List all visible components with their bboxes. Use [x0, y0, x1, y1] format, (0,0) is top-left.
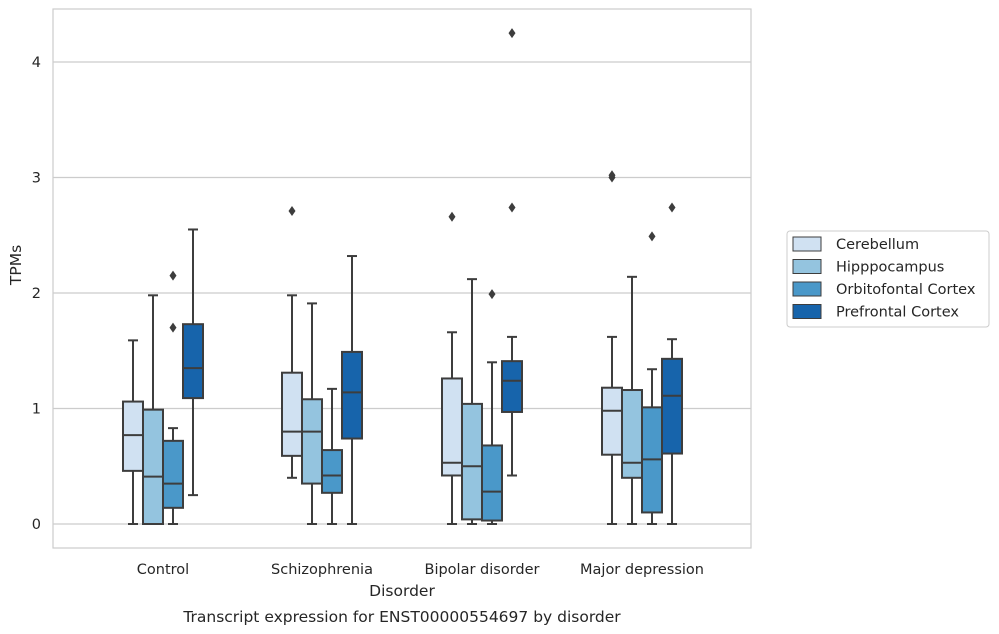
legend-swatch — [792, 236, 822, 252]
y-tick-label: 1 — [32, 402, 41, 418]
legend-label: Cerebellum — [836, 237, 919, 253]
box-0-3 — [182, 228, 204, 497]
legend-label: Orbitofontal Cortex — [836, 282, 976, 298]
y-axis-title: TPMs — [7, 245, 25, 286]
box-iqr — [661, 357, 683, 455]
y-tick-label: 3 — [32, 171, 41, 187]
legend-item: Orbitofontal Cortex — [792, 281, 976, 298]
box-iqr — [461, 402, 483, 521]
box-1-3 — [341, 255, 363, 525]
x-tick-label: Schizophrenia — [271, 562, 373, 578]
box-plot-marks — [122, 28, 683, 525]
box-iqr — [162, 439, 184, 509]
box-3-1 — [621, 275, 643, 525]
box-0-0 — [122, 339, 144, 525]
outlier-point — [448, 211, 456, 222]
outlier-point — [648, 231, 656, 242]
box-2-3 — [501, 28, 523, 477]
box-1-0 — [281, 205, 303, 479]
outlier-point — [508, 202, 516, 213]
box-iqr — [441, 377, 463, 477]
x-tick-label: Control — [137, 562, 189, 578]
x-axis-title: Disorder — [369, 582, 435, 600]
outlier-point — [169, 322, 177, 333]
box-iqr — [182, 323, 204, 400]
legend-item: Prefrontal Cortex — [792, 304, 959, 321]
box-iqr — [621, 389, 643, 479]
box-2-1 — [461, 278, 483, 525]
x-tick-label: Bipolar disorder — [425, 562, 540, 578]
box-iqr — [481, 444, 503, 522]
box-2-0 — [441, 211, 463, 525]
legend-item: Hipppocampus — [792, 259, 944, 276]
outlier-point — [288, 205, 296, 216]
box-iqr — [301, 398, 323, 485]
legend-label: Prefrontal Cortex — [836, 305, 959, 321]
box-1-1 — [301, 302, 323, 525]
plot-frame — [52, 8, 752, 549]
outlier-point — [488, 289, 496, 300]
box-iqr — [501, 360, 523, 413]
box-iqr — [601, 386, 623, 456]
box-iqr — [142, 408, 164, 525]
box-0-2 — [162, 270, 184, 525]
y-axis-ticks: 0 1 2 3 4 — [32, 55, 41, 533]
legend-swatch — [792, 259, 822, 274]
box-iqr — [321, 449, 343, 494]
y-tick-label: 4 — [32, 55, 41, 71]
y-tick-label: 0 — [32, 517, 41, 533]
outlier-point — [169, 270, 177, 281]
outlier-point — [608, 170, 616, 181]
y-tick-label: 2 — [32, 286, 41, 302]
legend-swatch — [792, 304, 822, 319]
chart-caption: Transcript expression for ENST0000055469… — [182, 608, 621, 626]
x-axis-ticks: Control Schizophrenia Bipolar disorder Majo… — [137, 562, 704, 578]
box-3-2 — [641, 231, 663, 525]
box-iqr — [281, 371, 303, 457]
box-iqr — [341, 350, 363, 440]
legend-frame — [786, 230, 990, 328]
box-0-1 — [142, 294, 164, 525]
legend-label: Hipppocampus — [836, 260, 944, 276]
outlier-point — [508, 28, 516, 39]
legend: Cerebellum Hipppocampus Orbitofontal Corte… — [786, 230, 990, 328]
x-tick-label: Major depression — [580, 562, 704, 578]
box-3-3 — [661, 202, 683, 525]
legend-item: Cerebellum — [792, 236, 919, 253]
box-iqr — [122, 400, 144, 472]
outlier-point — [668, 202, 676, 213]
box-2-2 — [481, 289, 503, 525]
box-3-0 — [601, 170, 623, 525]
box-1-2 — [321, 387, 343, 525]
legend-swatch — [792, 281, 822, 297]
